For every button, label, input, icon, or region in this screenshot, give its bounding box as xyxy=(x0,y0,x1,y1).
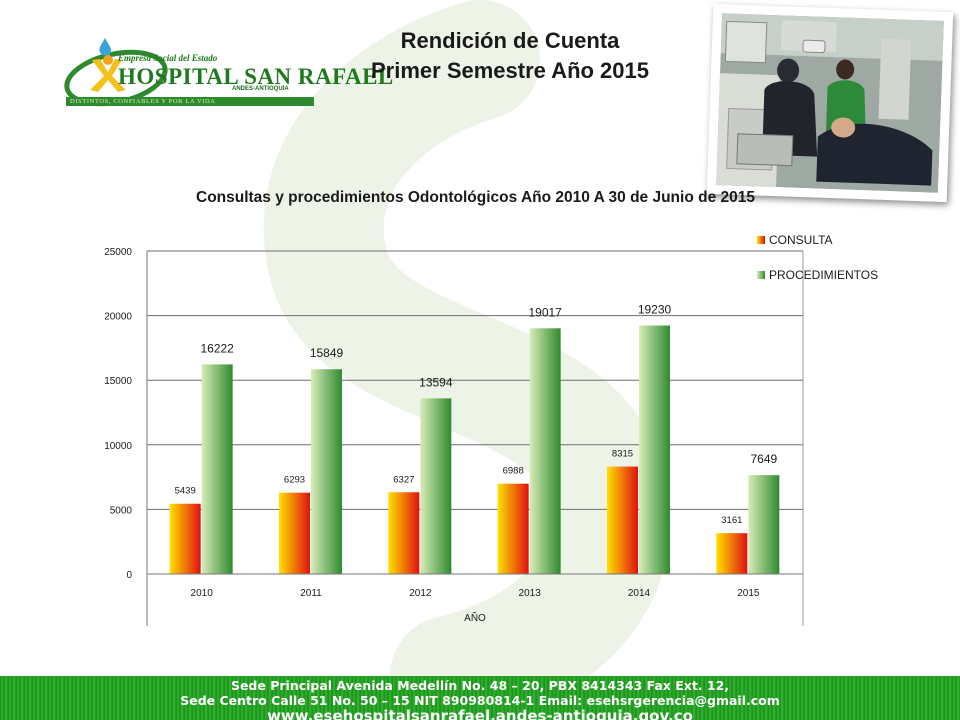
legend-procedimientos-label: PROCEDIMIENTOS xyxy=(769,268,879,282)
data-label-procedimientos: 19230 xyxy=(638,303,672,317)
x-tick-label: 2011 xyxy=(300,588,322,599)
dental-clinic-photo xyxy=(716,13,944,193)
y-tick-label: 20000 xyxy=(104,312,132,323)
y-tick-label: 0 xyxy=(126,570,132,581)
bar-consulta xyxy=(716,533,748,574)
bar-procedimientos xyxy=(529,328,561,574)
footer-address-main: Sede Principal Avenida Medellín No. 48 –… xyxy=(230,678,730,693)
y-tick-label: 5000 xyxy=(110,505,133,516)
data-label-procedimientos: 16222 xyxy=(200,341,234,355)
page-title-line1: Rendición de Cuenta xyxy=(400,28,620,53)
legend-procedimientos-swatch xyxy=(757,271,765,279)
y-tick-label: 25000 xyxy=(104,247,132,258)
logo-slogan: DISTINTOS, CONFIABLES Y POR LA VIDA xyxy=(70,98,216,105)
data-label-consulta: 6988 xyxy=(503,466,524,477)
x-tick-label: 2013 xyxy=(519,588,542,599)
logo-slogan-bar xyxy=(66,97,314,106)
x-tick-label: 2010 xyxy=(191,588,214,599)
y-tick-label: 15000 xyxy=(104,376,132,387)
legend-consulta-swatch xyxy=(757,236,765,244)
data-label-procedimientos: 19017 xyxy=(528,305,562,319)
x-axis-title: AÑO xyxy=(464,611,486,624)
data-label-consulta: 5439 xyxy=(175,486,196,497)
data-label-procedimientos: 13594 xyxy=(419,375,453,389)
bar-consulta xyxy=(388,492,420,574)
bar-procedimientos xyxy=(420,398,452,574)
footer-address-center: Sede Centro Calle 51 No. 50 – 15 NIT 890… xyxy=(180,693,780,708)
x-tick-label: 2015 xyxy=(737,588,760,599)
bar-procedimientos xyxy=(201,364,233,574)
x-tick-label: 2012 xyxy=(409,588,432,599)
bar-consulta xyxy=(169,503,201,574)
chart-title: Consultas y procedimientos Odontológicos… xyxy=(196,189,755,206)
footer-contact-bar: Sede Principal Avenida Medellín No. 48 –… xyxy=(0,676,960,720)
legend-procedimientos: PROCEDIMIENTOS xyxy=(757,268,878,282)
page-title-line2: Primer Semestre Año 2015 xyxy=(371,58,649,83)
dental-photo-frame xyxy=(706,3,954,203)
logo-top-text: Empresa Social del Estado xyxy=(118,53,218,63)
logo-location: ANDES-ANTIOQUIA xyxy=(232,86,289,92)
footer-website: www.esehospitalsanrafael.andes-antioquia… xyxy=(267,707,693,720)
data-label-consulta: 6293 xyxy=(284,475,305,486)
y-tick-label: 10000 xyxy=(104,441,132,452)
data-label-procedimientos: 7649 xyxy=(750,452,777,466)
bar-procedimientos xyxy=(311,369,342,574)
bar-procedimientos xyxy=(748,475,780,574)
data-label-procedimientos: 15849 xyxy=(310,346,344,360)
hospital-logo: Empresa Social del Estado HOSPITAL SAN R… xyxy=(60,30,393,112)
data-label-consulta: 8315 xyxy=(612,449,633,460)
data-label-consulta: 6327 xyxy=(393,474,414,485)
logo-hospital-name: HOSPITAL SAN RAFAEL xyxy=(118,64,394,89)
bar-consulta xyxy=(607,466,638,574)
bar-consulta xyxy=(279,492,310,574)
data-label-consulta: 3161 xyxy=(721,515,742,526)
bar-consulta xyxy=(497,483,529,574)
bar-procedimientos xyxy=(639,325,670,574)
legend-consulta-label: CONSULTA xyxy=(769,233,833,247)
legend-consulta: CONSULTA xyxy=(757,233,833,247)
x-tick-label: 2014 xyxy=(628,588,651,599)
